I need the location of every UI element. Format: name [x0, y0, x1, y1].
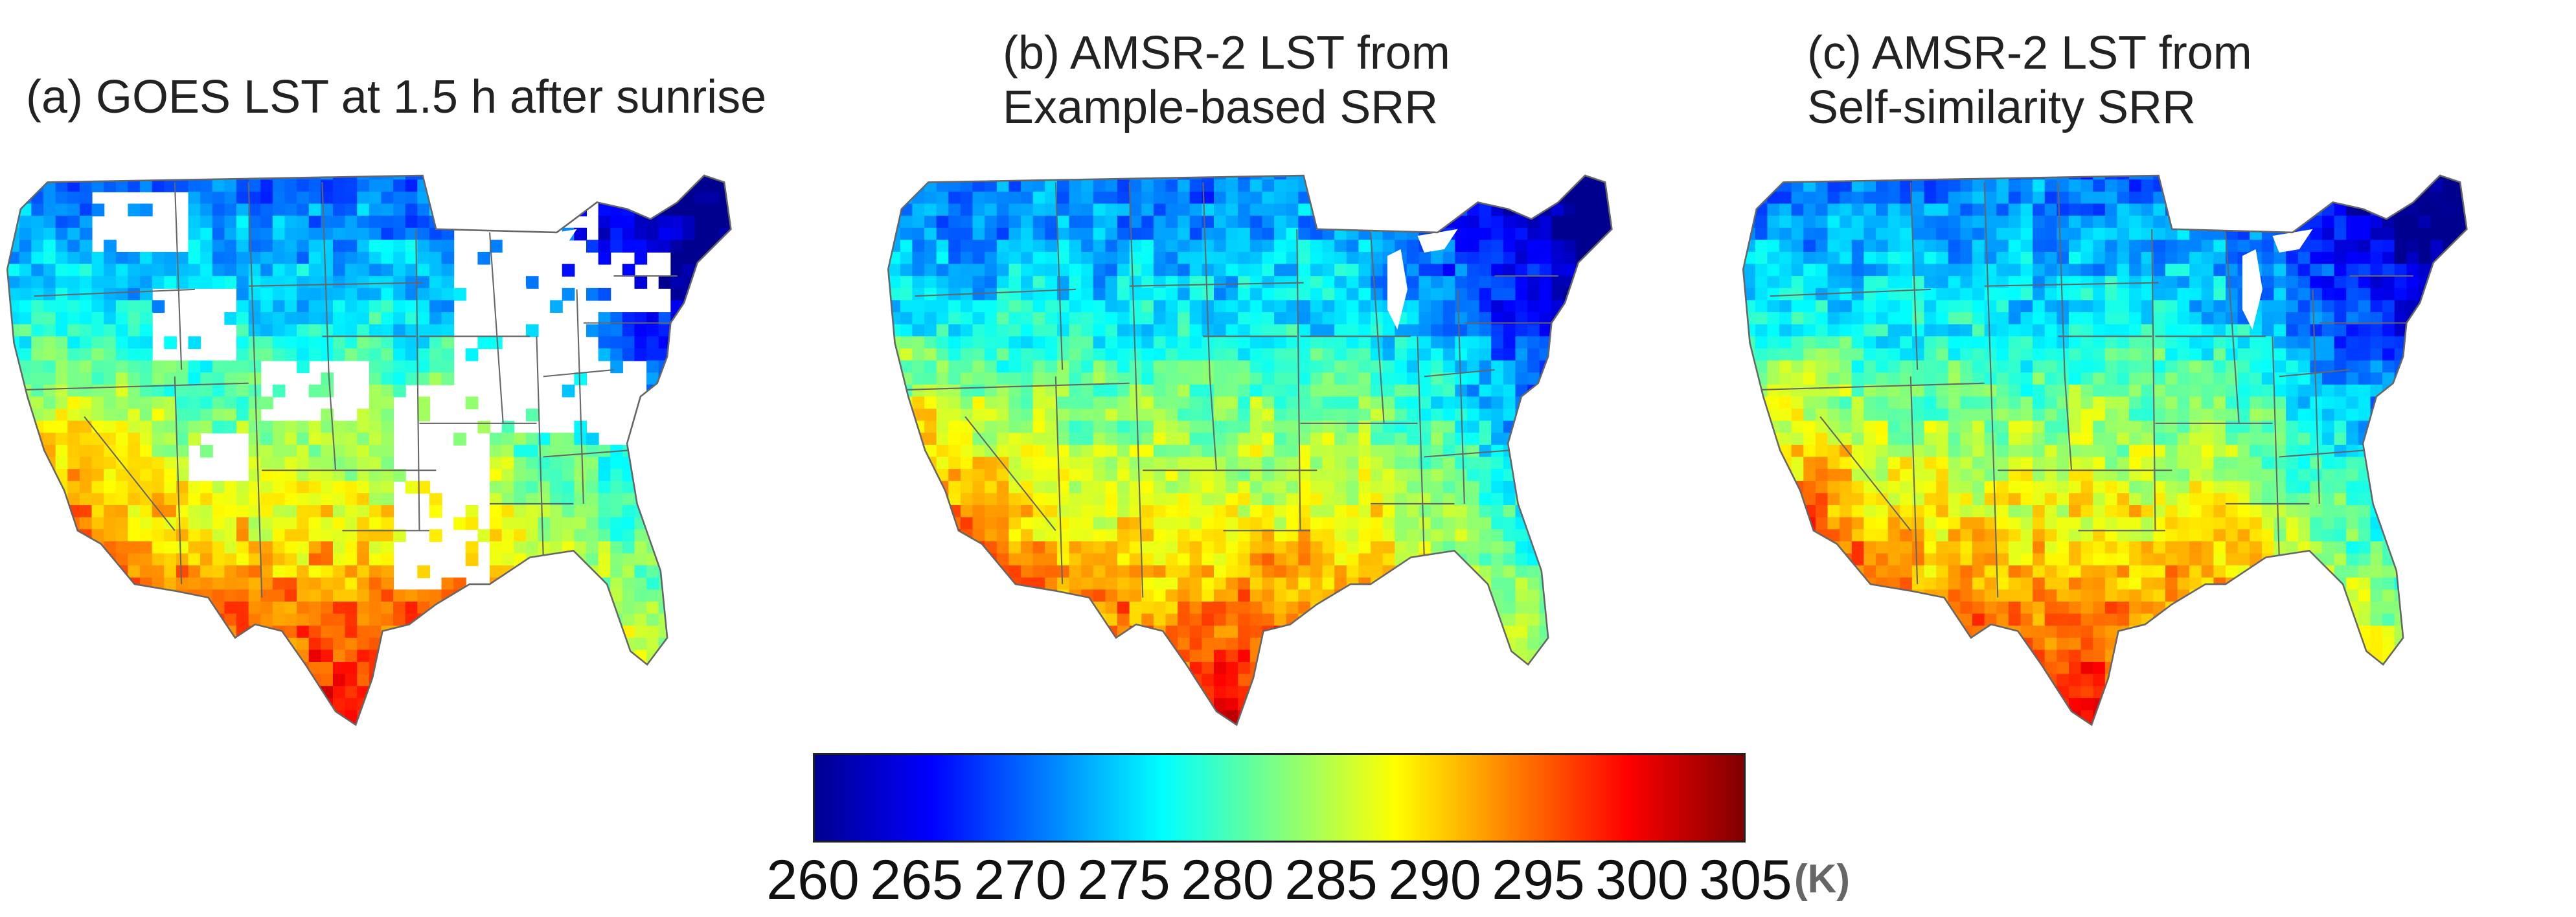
us-lst-map	[1742, 174, 2468, 727]
us-outline	[6, 174, 732, 727]
colorbar-tick-label: 285	[1284, 849, 1378, 911]
colorbar	[813, 753, 1746, 843]
lst-field	[1743, 175, 2467, 725]
colorbar-tick-label: 265	[870, 849, 963, 911]
colorbar-tick-label: 280	[1181, 849, 1274, 911]
colorbar-tick-label: 295	[1492, 849, 1585, 911]
lst-field	[7, 175, 731, 725]
map-panel-b	[887, 155, 1619, 738]
great-lakes	[2242, 229, 2313, 330]
panel-c-title: (c) AMSR-2 LST from Self-similarity SRR	[1807, 27, 2252, 133]
state-borders	[901, 182, 1558, 598]
map-panel-a	[6, 155, 738, 738]
us-outline	[887, 174, 1613, 727]
us-lst-map	[887, 174, 1613, 727]
map-panel-c	[1742, 155, 2474, 738]
colorbar-tick-label: 270	[974, 849, 1067, 911]
state-borders	[20, 182, 678, 598]
us-lst-map	[6, 174, 732, 727]
colorbar-tick-label: 300	[1595, 849, 1689, 911]
panel-a-title: (a) GOES LST at 1.5 h after sunrise	[26, 71, 767, 123]
colorbar-tick-label: 290	[1388, 849, 1481, 911]
panel-b-title: (b) AMSR-2 LST from Example-based SRR	[1003, 27, 1450, 133]
colorbar-tick-label: 275	[1077, 849, 1170, 911]
state-borders	[1756, 182, 2413, 598]
us-outline	[1742, 174, 2468, 727]
lst-field	[888, 175, 1612, 725]
colorbar-tick-label: 305	[1699, 849, 1792, 911]
colorbar-tick-label: 260	[766, 849, 860, 911]
colorbar-unit-label: (K)	[1794, 857, 1851, 901]
great-lakes	[1387, 229, 1458, 330]
great-lakes	[506, 229, 577, 330]
